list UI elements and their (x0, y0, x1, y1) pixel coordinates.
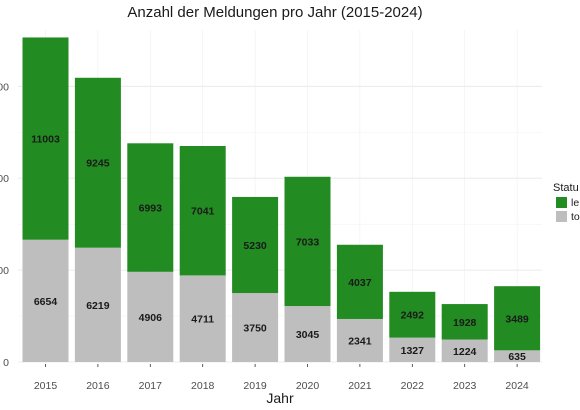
bar-le-2021 (336, 244, 383, 319)
bar-label-to-2021: 2341 (348, 335, 372, 347)
bar-to-2020 (284, 306, 331, 362)
y-axis-ticks: 0000000000 (0, 81, 9, 369)
bar-label-to-2020: 3045 (296, 329, 320, 341)
x-tick-label: 2018 (191, 380, 215, 392)
bar-to-2019 (232, 293, 279, 362)
x-tick-label: 2023 (453, 380, 477, 392)
bar-label-le-2024: 3489 (505, 313, 529, 325)
bar-label-le-2015: 11003 (31, 134, 60, 146)
bar-to-2015 (22, 239, 69, 362)
bar-to-2022 (389, 337, 436, 362)
bar-label-to-2024: 635 (508, 351, 526, 363)
bar-label-to-2022: 1327 (401, 345, 425, 357)
y-tick-label: 0 (3, 357, 9, 369)
legend: Statu le to (553, 182, 580, 223)
bar-label-to-2016: 6219 (86, 300, 110, 312)
legend-title: Statu (553, 182, 579, 194)
x-tick-label: 2024 (505, 380, 529, 392)
bar-to-2017 (127, 271, 174, 362)
legend-swatch-to (556, 211, 567, 222)
x-tick-label: 2015 (34, 380, 58, 392)
y-tick-label: 000 (0, 265, 9, 277)
bar-label-le-2019: 5230 (243, 240, 267, 252)
x-axis-ticks: 2015 2016 2017 2018 2019 2020 2021 2022 2023 2024 (34, 364, 529, 392)
bar-label-to-2017: 4906 (139, 312, 163, 324)
bar-le-2015 (22, 37, 69, 240)
legend-swatch-le (556, 197, 567, 208)
bar-to-2023 (441, 339, 488, 362)
bar-le-2018 (179, 145, 226, 276)
bar-to-2021 (336, 318, 383, 362)
bar-label-le-2022: 2492 (401, 310, 425, 322)
bar-label-le-2018: 7041 (191, 206, 215, 218)
bar-to-2018 (179, 275, 226, 362)
y-tick-label: 000 (0, 173, 9, 185)
bar-to-2024 (494, 350, 541, 362)
bar-label-le-2016: 9245 (86, 158, 110, 170)
x-tick-label: 2022 (401, 380, 425, 392)
bars (22, 37, 541, 362)
legend-label-to: to (571, 211, 580, 223)
bar-label-le-2023: 1928 (453, 317, 477, 329)
bar-le-2016 (74, 77, 121, 248)
bar-le-2023 (441, 304, 488, 340)
bar-value-labels: 6654 11003 6219 9245 4906 6993 4711 7041 3750 523… (31, 134, 529, 364)
bar-label-le-2020: 7033 (296, 236, 320, 248)
x-tick-label: 2020 (296, 380, 320, 392)
bar-le-2020 (284, 176, 331, 307)
bar-label-to-2019: 3750 (243, 323, 267, 335)
x-tick-label: 2021 (348, 380, 372, 392)
bar-label-to-2018: 4711 (191, 314, 214, 326)
x-tick-label: 2017 (139, 380, 163, 392)
x-tick-label: 2016 (86, 380, 110, 392)
x-tick-label: 2019 (243, 380, 267, 392)
chart-title: Anzahl der Meldungen pro Jahr (2015-2024… (127, 4, 422, 21)
x-axis-title: Jahr (266, 390, 294, 406)
bar-le-2019 (232, 196, 279, 294)
bar-label-le-2017: 6993 (139, 203, 163, 215)
bar-le-2022 (389, 291, 436, 338)
legend-label-le: le (571, 197, 579, 209)
bar-le-2024 (494, 286, 541, 351)
bar-label-to-2023: 1224 (453, 346, 477, 358)
bar-label-le-2021: 4037 (348, 277, 372, 289)
bar-label-to-2015: 6654 (34, 296, 58, 308)
bar-to-2016 (74, 247, 121, 362)
y-tick-label: 000 (0, 81, 9, 93)
bar-le-2017 (127, 143, 174, 272)
